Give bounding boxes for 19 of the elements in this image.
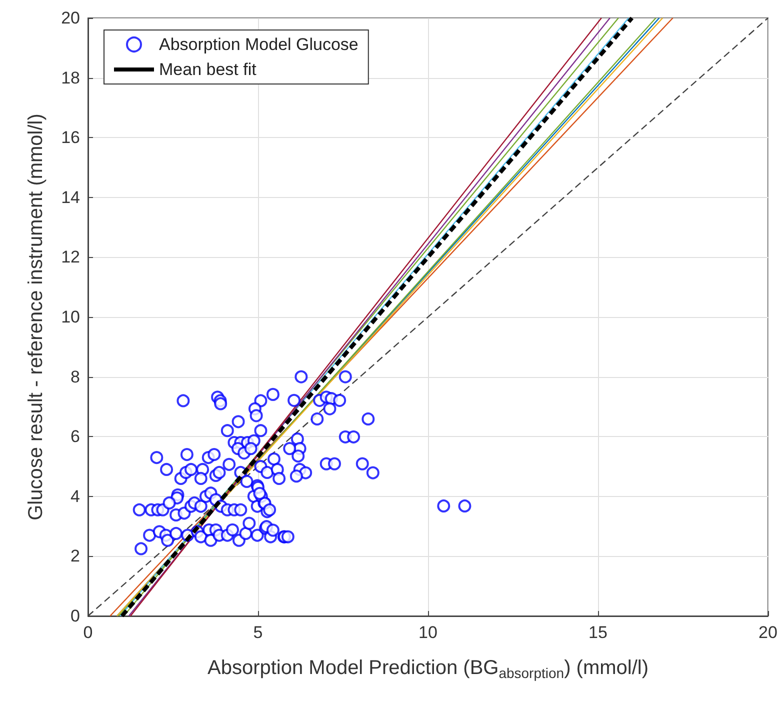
y-tick-label: 16 — [61, 128, 80, 148]
y-tick-label: 2 — [70, 546, 80, 566]
legend-label: Absorption Model Glucose — [159, 35, 358, 54]
y-tick-label: 8 — [70, 367, 80, 386]
y-axis-title: Glucose result - reference instrument (mmol/l) — [25, 114, 47, 520]
y-tick-label: 6 — [70, 427, 80, 446]
x-tick-label: 0 — [83, 623, 93, 642]
x-tick-label: 5 — [253, 623, 263, 642]
y-tick-label: 20 — [61, 8, 80, 28]
y-tick-label: 14 — [61, 188, 80, 207]
legend-label: Mean best fit — [159, 60, 257, 79]
y-tick-label: 10 — [61, 308, 80, 326]
x-tick-label: 10 — [418, 623, 438, 642]
x-tick-label: 15 — [588, 623, 608, 642]
y-tick-label: 12 — [61, 248, 80, 267]
y-tick-label: 4 — [70, 486, 80, 506]
x-tick-label: 20 — [758, 623, 778, 642]
y-tick-label: 18 — [61, 68, 80, 88]
y-tick-label: 0 — [70, 606, 80, 626]
